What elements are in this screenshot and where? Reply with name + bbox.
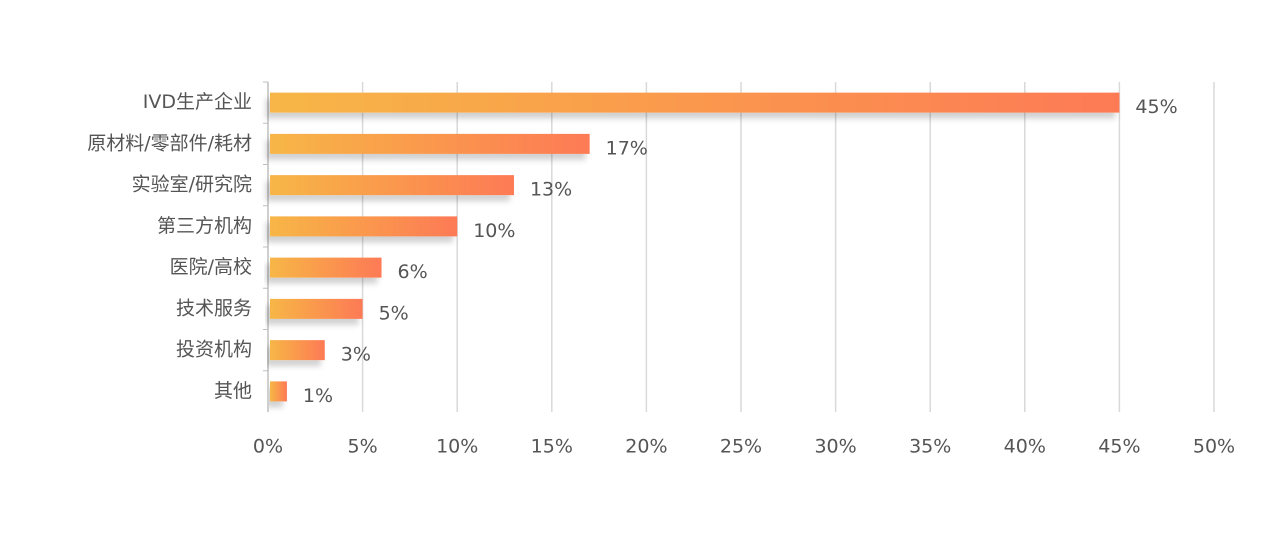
bar — [270, 216, 458, 237]
value-label: 13% — [530, 179, 572, 201]
x-tick-label: 5% — [348, 436, 378, 458]
bar — [270, 340, 325, 361]
y-tick-label: IVD生产企业 — [143, 91, 252, 113]
value-label: 10% — [473, 220, 515, 242]
y-tick-label: 第三方机构 — [157, 215, 252, 237]
x-tick-label: 20% — [625, 436, 667, 458]
bar — [270, 257, 382, 278]
y-tick-label: 其他 — [214, 380, 252, 402]
bar — [270, 175, 514, 196]
y-tick-label: 投资机构 — [176, 339, 252, 361]
y-tick-label: 技术服务 — [176, 297, 252, 319]
value-label: 45% — [1135, 96, 1177, 118]
x-tick-label: 35% — [909, 436, 951, 458]
x-tick-label: 50% — [1193, 436, 1235, 458]
x-tick-label: 25% — [720, 436, 762, 458]
bar — [270, 381, 287, 402]
x-tick-label: 45% — [1098, 436, 1140, 458]
y-tick-label: 医院/高校 — [170, 256, 252, 278]
bar — [270, 92, 1120, 113]
x-tick-label: 10% — [436, 436, 478, 458]
y-tick-label: 原材料/零部件/耗材 — [87, 132, 252, 154]
x-tick-label: 40% — [1004, 436, 1046, 458]
x-tick-label: 0% — [253, 436, 283, 458]
bar — [270, 298, 363, 319]
value-label: 6% — [398, 261, 428, 283]
value-label: 5% — [379, 302, 409, 324]
bar — [270, 133, 590, 154]
x-tick-label: 30% — [814, 436, 856, 458]
value-label: 1% — [303, 385, 333, 407]
y-tick-label: 实验室/研究院 — [132, 174, 252, 196]
value-label: 3% — [341, 344, 371, 366]
value-label: 17% — [606, 137, 648, 159]
x-tick-label: 15% — [531, 436, 573, 458]
